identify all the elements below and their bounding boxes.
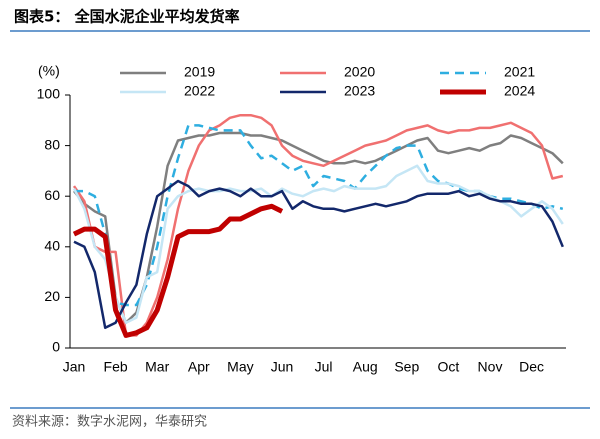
x-tick-label: Nov <box>478 359 503 375</box>
series-line <box>73 179 564 330</box>
x-tick-label: Mar <box>145 359 169 375</box>
y-tick-label: 100 <box>37 86 61 102</box>
legend-label: 2019 <box>184 64 215 80</box>
x-tick-label: Dec <box>519 359 544 375</box>
series-line <box>73 131 564 324</box>
legend-label: 2020 <box>344 64 375 80</box>
y-tick-label: 0 <box>52 339 60 355</box>
x-tick-label: Oct <box>438 359 460 375</box>
legend-label: 2023 <box>344 83 375 99</box>
x-tick-label: Jan <box>63 359 86 375</box>
legend-label: 2022 <box>184 83 215 99</box>
series-line <box>72 164 564 324</box>
x-tick-label: Sep <box>394 359 419 375</box>
legend-label: 2021 <box>504 64 535 80</box>
y-tick-label: 40 <box>44 238 60 254</box>
y-unit-label: (%) <box>38 63 60 79</box>
x-tick-label: Jul <box>315 359 333 375</box>
y-tick-label: 60 <box>44 187 60 203</box>
series-line <box>72 113 564 337</box>
x-tick-label: Apr <box>188 359 210 375</box>
x-tick-label: May <box>227 359 253 375</box>
x-tick-label: Jun <box>271 359 294 375</box>
chart-title: 图表5： 全国水泥企业平均发货率 <box>14 8 240 26</box>
x-tick-label: Aug <box>353 359 378 375</box>
legend-label: 2024 <box>504 83 535 99</box>
y-tick-label: 20 <box>44 288 60 304</box>
y-tick-label: 80 <box>44 136 60 152</box>
series-line <box>72 203 284 338</box>
source-note: 资料来源：数字水泥网，华泰研究 <box>12 415 207 430</box>
x-tick-label: Feb <box>104 359 128 375</box>
